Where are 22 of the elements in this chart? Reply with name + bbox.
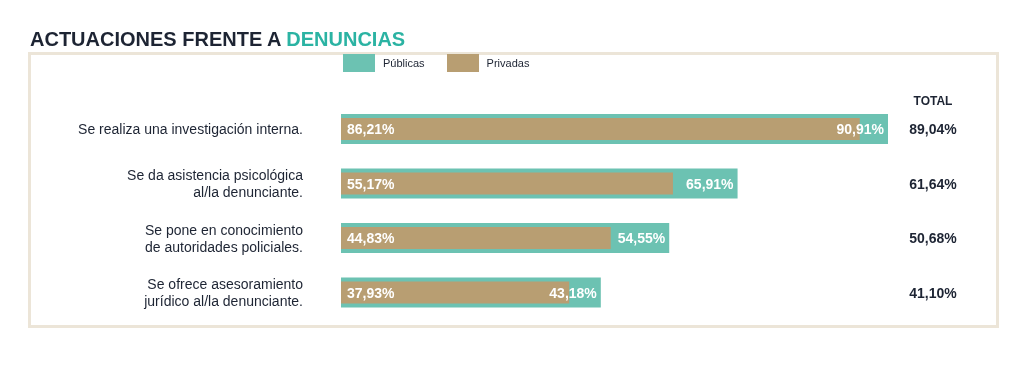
text: 89,04%	[909, 121, 958, 137]
data-label: 37,93%	[347, 284, 396, 301]
bar	[341, 172, 673, 195]
y-tick-label: Se realiza una investigación interna.	[78, 121, 303, 138]
text: TOTAL	[912, 94, 954, 108]
y-tick-label: Se pone en conocimiento de autoridades policiales.	[145, 221, 304, 255]
data-label: 86,21%	[347, 121, 396, 137]
legend-label: Públicas	[383, 57, 425, 69]
data-label: 55,17%	[347, 175, 396, 192]
legend-label: Privadas	[486, 57, 530, 69]
chart-title: ACTUACIONES FRENTE A DENUNCIAS	[30, 28, 406, 51]
data-label: 65,91%	[686, 175, 735, 192]
data-label: 43,18%	[549, 284, 598, 301]
data-label: 44,83%	[347, 230, 396, 246]
y-tick-label: Se ofrece asesoramiento jurídico al/la denunciante.	[143, 276, 304, 310]
bar	[341, 227, 611, 249]
text: 41,10%	[909, 284, 958, 301]
data-label: 90,91%	[836, 121, 885, 137]
text: 50,68%	[909, 230, 958, 246]
data-label: 54,55%	[617, 230, 666, 246]
y-tick-label: Se da asistencia psicológica al/la denunciante.	[127, 167, 304, 201]
text: 61,64%	[909, 175, 958, 192]
